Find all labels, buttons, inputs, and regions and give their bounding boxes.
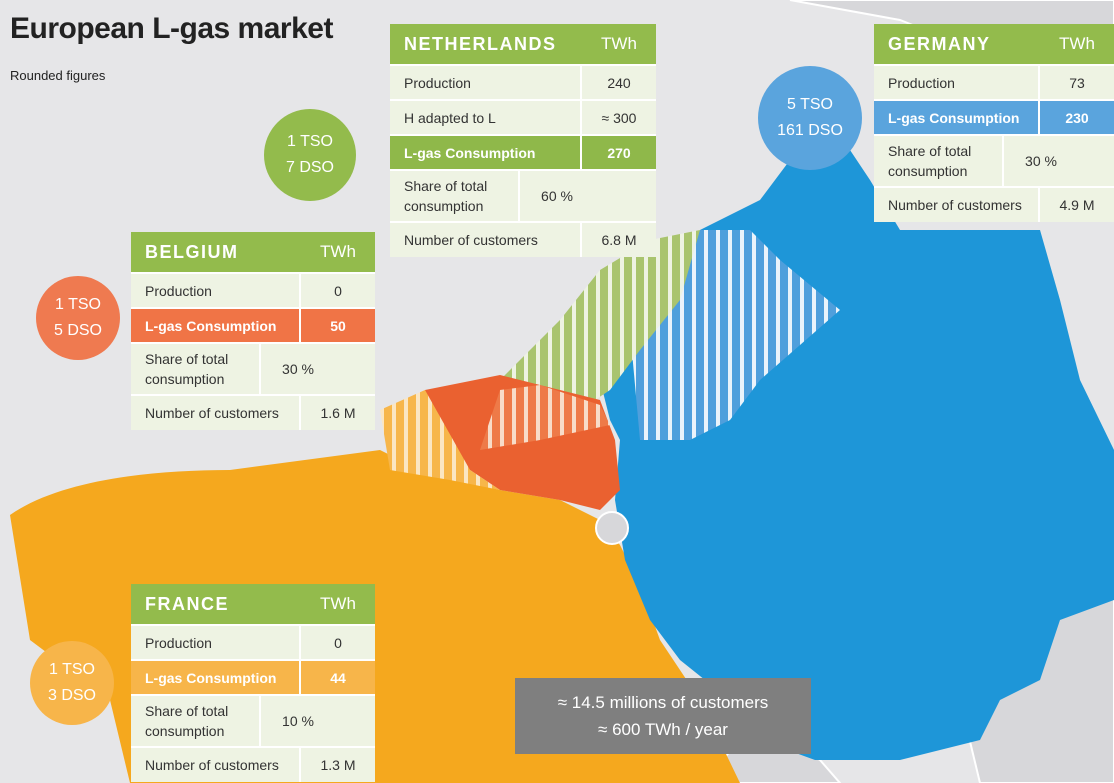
- row-label: Production: [145, 282, 212, 299]
- table-row: L-gas Consumption 270: [390, 134, 656, 169]
- table-row: Production 0: [131, 624, 375, 659]
- operator-count: 7 DSO: [285, 159, 334, 176]
- table-row: L-gas Consumption 50: [131, 307, 375, 342]
- table-row: Share of total consumption 30 %: [131, 342, 375, 394]
- row-value: 6.8 M: [580, 223, 656, 257]
- row-value: 1.3 M: [299, 748, 375, 782]
- table-row: Number of customers 1.6 M: [131, 394, 375, 430]
- operator-count: 1 TSO: [287, 133, 333, 150]
- subtitle: Rounded figures: [10, 68, 106, 83]
- row-label: Number of customers: [145, 757, 279, 773]
- row-value: 10 %: [259, 696, 335, 746]
- unit-label: TWh: [601, 34, 637, 53]
- operator-count: 1 TSO: [55, 296, 101, 313]
- row-label: L-gas Consumption: [404, 144, 536, 161]
- row-value: 30 %: [259, 344, 335, 394]
- table-row: H adapted to L ≈ 300: [390, 99, 656, 134]
- country-name: GERMANY: [888, 33, 991, 54]
- row-value: 1.6 M: [299, 396, 375, 430]
- row-value: 30 %: [1002, 136, 1078, 186]
- table-row: Number of customers 6.8 M: [390, 221, 656, 257]
- row-label: Number of customers: [404, 232, 538, 248]
- row-label: H adapted to L: [404, 109, 496, 126]
- row-value: 0: [299, 626, 375, 659]
- row-value: 73: [1038, 66, 1114, 99]
- row-label: L-gas Consumption: [145, 669, 277, 686]
- operator-count: 161 DSO: [777, 122, 843, 139]
- belgium-hatched-region: [480, 385, 610, 450]
- table-header: GERMANY TWh: [874, 24, 1114, 64]
- country-table: FRANCE TWh Production 0 L-gas Consumption 44 S…: [131, 584, 375, 782]
- row-value: ≈ 300: [580, 101, 656, 134]
- summary-box: ≈ 14.5 millions of customers ≈ 600 TWh /…: [515, 678, 811, 754]
- country-table: GERMANY TWh Production 73 L-gas Consumption 2…: [874, 24, 1114, 222]
- title: European L-gas market: [10, 12, 333, 45]
- table-row: Share of total consumption 10 %: [131, 694, 375, 746]
- unit-label: TWh: [1059, 34, 1095, 53]
- france-hatched-region: [380, 390, 500, 490]
- row-value: 270: [580, 136, 656, 169]
- table-row: Production 240: [390, 64, 656, 99]
- table-header: FRANCE TWh: [131, 584, 375, 624]
- table-row: Share of total consumption 30 %: [874, 134, 1114, 186]
- summary-line: ≈ 600 TWh / year: [598, 720, 728, 739]
- operators-badge: 5 TSO 161 DSO: [758, 66, 862, 170]
- row-label: Production: [145, 634, 212, 651]
- country-table: BELGIUM TWh Production 0 L-gas Consumption 50…: [131, 232, 375, 430]
- row-value: 50: [299, 309, 375, 342]
- germany-region: [600, 130, 1114, 760]
- operator-count: 3 DSO: [47, 687, 96, 704]
- operator-count: 5 TSO: [787, 96, 833, 113]
- unit-label: TWh: [320, 242, 356, 261]
- operator-count: 1 TSO: [49, 661, 95, 678]
- table-row: Share of total consumption 60 %: [390, 169, 656, 221]
- table-row: Production 0: [131, 272, 375, 307]
- country-table: NETHERLANDS TWh Production 240 H adapted to …: [390, 24, 656, 257]
- table-row: L-gas Consumption 44: [131, 659, 375, 694]
- row-label: Share of total consumption: [888, 143, 972, 179]
- unit-label: TWh: [320, 594, 356, 613]
- row-label: Share of total consumption: [404, 178, 488, 214]
- table-header: BELGIUM TWh: [131, 232, 375, 272]
- row-value: 0: [299, 274, 375, 307]
- table-row: Number of customers 1.3 M: [131, 746, 375, 782]
- row-label: L-gas Consumption: [888, 109, 1020, 126]
- row-value: 230: [1038, 101, 1114, 134]
- table-header: NETHERLANDS TWh: [390, 24, 656, 64]
- country-name: NETHERLANDS: [404, 33, 557, 54]
- row-label: Number of customers: [145, 405, 279, 421]
- enclave: [595, 511, 629, 545]
- operators-badge: 1 TSO 7 DSO: [264, 109, 356, 201]
- operators-badge: 1 TSO 3 DSO: [30, 641, 114, 725]
- table-row: Number of customers 4.9 M: [874, 186, 1114, 222]
- row-label: Production: [404, 74, 471, 91]
- country-name: BELGIUM: [145, 241, 239, 262]
- row-value: 240: [580, 66, 656, 99]
- netherlands-hatched-region: [500, 230, 700, 410]
- row-label: L-gas Consumption: [145, 317, 277, 334]
- row-label: Share of total consumption: [145, 703, 229, 739]
- table-row: L-gas Consumption 230: [874, 99, 1114, 134]
- summary-line: ≈ 14.5 millions of customers: [557, 693, 769, 712]
- row-value: 60 %: [518, 171, 594, 221]
- row-value: 44: [299, 661, 375, 694]
- row-label: Number of customers: [888, 197, 1022, 213]
- table-row: Production 73: [874, 64, 1114, 99]
- row-label: Production: [888, 74, 955, 91]
- row-value: 4.9 M: [1038, 188, 1114, 222]
- operators-badge: 1 TSO 5 DSO: [36, 276, 120, 360]
- operator-count: 5 DSO: [53, 322, 102, 339]
- row-label: Share of total consumption: [145, 351, 229, 387]
- country-name: FRANCE: [145, 593, 229, 614]
